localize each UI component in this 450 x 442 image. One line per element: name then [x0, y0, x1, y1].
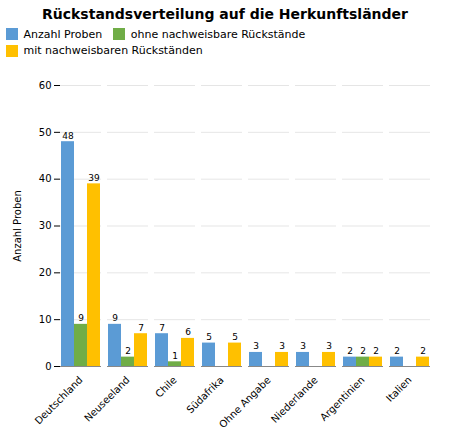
svg-text:0: 0 — [45, 360, 51, 371]
svg-text:2: 2 — [420, 346, 426, 356]
svg-text:6: 6 — [185, 327, 191, 337]
html-text:mit nachweisbaren Rückständen: mit nachweisbaren Rückständen — [23, 44, 203, 58]
svg-text:9: 9 — [78, 313, 84, 323]
svg-text:Neuseeland: Neuseeland — [82, 374, 132, 424]
svg-text:40: 40 — [39, 173, 52, 184]
svg-text:7: 7 — [159, 322, 165, 332]
svg-text:5: 5 — [232, 332, 238, 342]
html-text:Anzahl Proben: Anzahl Proben — [23, 27, 103, 41]
svg-text:3: 3 — [279, 341, 285, 351]
html-text:ohne nachweisbare Rückstände: ohne nachweisbare Rückstände — [130, 27, 306, 41]
svg-text:30: 30 — [39, 220, 52, 231]
svg-text:Niederlande: Niederlande — [269, 374, 320, 425]
svg-text:3: 3 — [326, 341, 332, 351]
svg-text:3: 3 — [253, 341, 259, 351]
svg-text:60: 60 — [39, 79, 52, 90]
svg-text:Ohne Angabe: Ohne Angabe — [217, 374, 273, 430]
svg-text:10: 10 — [39, 313, 52, 324]
html-text:Rückstandsverteilung auf die H: Rückstandsverteilung auf die Herkunftslä… — [42, 6, 408, 22]
svg-text:20: 20 — [39, 267, 52, 278]
svg-text:2: 2 — [394, 346, 400, 356]
svg-text:Deutschland: Deutschland — [33, 374, 85, 426]
svg-text:3: 3 — [300, 341, 306, 351]
svg-text:48: 48 — [62, 130, 74, 140]
svg-text:Italien: Italien — [384, 374, 414, 404]
svg-text:2: 2 — [373, 346, 379, 356]
svg-text:1: 1 — [172, 350, 178, 360]
svg-text:5: 5 — [206, 332, 212, 342]
svg-text:Südafrika: Südafrika — [184, 374, 225, 415]
svg-text:Argentinien: Argentinien — [318, 374, 367, 423]
svg-text:2: 2 — [360, 346, 366, 356]
svg-text:50: 50 — [39, 126, 52, 137]
svg-text:7: 7 — [138, 322, 144, 332]
svg-text:Anzahl Proben: Anzahl Proben — [12, 190, 23, 262]
svg-text:2: 2 — [347, 346, 353, 356]
svg-text:Chile: Chile — [153, 374, 178, 399]
svg-text:2: 2 — [125, 346, 131, 356]
svg-text:9: 9 — [112, 313, 118, 323]
svg-text:39: 39 — [88, 172, 100, 182]
